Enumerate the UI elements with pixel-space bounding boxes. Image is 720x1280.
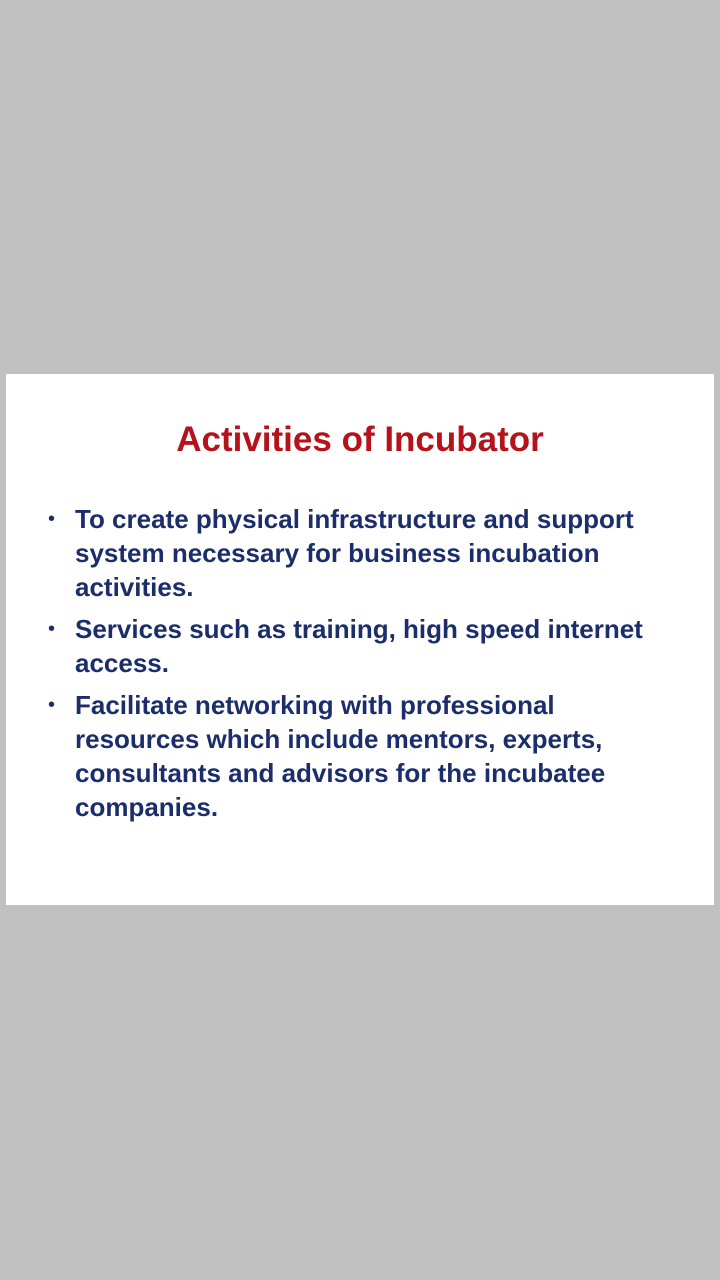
list-item: • Services such as training, high speed … bbox=[6, 612, 714, 680]
bullet-text: Facilitate networking with professional … bbox=[75, 690, 605, 822]
bullet-text: Services such as training, high speed in… bbox=[75, 614, 643, 678]
bullet-dot-icon: • bbox=[48, 612, 55, 646]
bullet-text: To create physical infrastructure and su… bbox=[75, 504, 634, 602]
bullet-dot-icon: • bbox=[48, 502, 55, 536]
slide-page: Activities of Incubator • To create phys… bbox=[6, 374, 714, 905]
list-item: • To create physical infrastructure and … bbox=[6, 502, 714, 604]
bullet-dot-icon: • bbox=[48, 688, 55, 722]
slide-title: Activities of Incubator bbox=[6, 414, 714, 466]
list-item: • Facilitate networking with professiona… bbox=[6, 688, 714, 824]
bullet-list: • To create physical infrastructure and … bbox=[6, 502, 714, 832]
